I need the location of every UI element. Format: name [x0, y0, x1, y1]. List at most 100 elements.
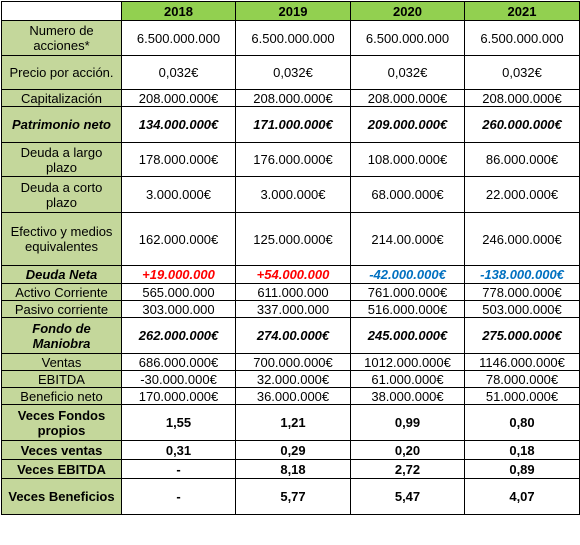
- row-label: Deuda a largo plazo: [1, 142, 122, 177]
- value-cell: 61.000.000€: [350, 370, 465, 388]
- value-cell: 6.500.000.000: [235, 20, 351, 56]
- row-capitalizacion: Capitalización 208.000.000€ 208.000.000€…: [1, 89, 580, 107]
- row-label: Efectivo y medios equivalentes: [1, 212, 122, 266]
- row-veces-ventas: Veces ventas 0,31 0,29 0,20 0,18: [1, 440, 580, 460]
- value-cell: 178.000.000€: [121, 142, 236, 177]
- value-cell: 260.000.000€: [464, 106, 580, 143]
- value-cell: 245.000.000€: [350, 317, 465, 354]
- row-label: Numero de acciones*: [1, 20, 122, 56]
- row-label: Veces EBITDA: [1, 459, 122, 479]
- value-cell: 0,31: [121, 440, 236, 460]
- row-deuda-corto-plazo: Deuda a corto plazo 3.000.000€ 3.000.000…: [1, 176, 580, 213]
- value-cell: -138.000.000€: [464, 265, 580, 284]
- row-label: Veces Fondos propios: [1, 404, 122, 441]
- year-header-2021: 2021: [464, 1, 580, 21]
- value-cell: 0,80: [464, 404, 580, 441]
- value-cell: 611.000.000: [235, 283, 351, 301]
- value-cell: 0,99: [350, 404, 465, 441]
- row-label: Precio por acción.: [1, 55, 122, 90]
- value-cell: 3.000.000€: [235, 176, 351, 213]
- value-cell: 170.000.000€: [121, 387, 236, 405]
- row-activo-corriente: Activo Corriente 565.000.000 611.000.000…: [1, 283, 580, 301]
- value-cell: 108.000.000€: [350, 142, 465, 177]
- value-cell: 778.000.000€: [464, 283, 580, 301]
- year-header-2018: 2018: [121, 1, 236, 21]
- row-label: Fondo de Maniobra: [1, 317, 122, 354]
- corner-cell: [1, 1, 122, 21]
- value-cell: 246.000.000€: [464, 212, 580, 266]
- row-label: Veces Beneficios: [1, 478, 122, 515]
- value-cell: 275.000.000€: [464, 317, 580, 354]
- row-veces-beneficios: Veces Beneficios - 5,77 5,47 4,07: [1, 478, 580, 515]
- value-cell: 686.000.000€: [121, 353, 236, 371]
- header-row: 2018 2019 2020 2021: [1, 1, 580, 21]
- value-cell: 0,032€: [350, 55, 465, 90]
- value-cell: 38.000.000€: [350, 387, 465, 405]
- value-cell: 214.00.000€: [350, 212, 465, 266]
- value-cell: 565.000.000: [121, 283, 236, 301]
- value-cell: 78.000.000€: [464, 370, 580, 388]
- value-cell: 0,89: [464, 459, 580, 479]
- value-cell: -30.000.000€: [121, 370, 236, 388]
- value-cell: 22.000.000€: [464, 176, 580, 213]
- value-cell: 1,55: [121, 404, 236, 441]
- value-cell: 0,20: [350, 440, 465, 460]
- row-veces-fondos-propios: Veces Fondos propios 1,55 1,21 0,99 0,80: [1, 404, 580, 441]
- value-cell: 337.000.000: [235, 300, 351, 318]
- value-cell: 208.000.000€: [464, 89, 580, 107]
- row-fondo-maniobra: Fondo de Maniobra 262.000.000€ 274.00.00…: [1, 317, 580, 354]
- value-cell: 1,21: [235, 404, 351, 441]
- row-label: Patrimonio neto: [1, 106, 122, 143]
- value-cell: 32.000.000€: [235, 370, 351, 388]
- value-cell: 51.000.000€: [464, 387, 580, 405]
- value-cell: -: [121, 459, 236, 479]
- value-cell: 262.000.000€: [121, 317, 236, 354]
- year-header-2020: 2020: [350, 1, 465, 21]
- value-cell: 208.000.000€: [235, 89, 351, 107]
- value-cell: 6.500.000.000: [464, 20, 580, 56]
- value-cell: 700.000.000€: [235, 353, 351, 371]
- row-label: EBITDA: [1, 370, 122, 388]
- row-precio-accion: Precio por acción. 0,032€ 0,032€ 0,032€ …: [1, 55, 580, 90]
- value-cell: 0,032€: [235, 55, 351, 90]
- value-cell: 1146.000.000€: [464, 353, 580, 371]
- value-cell: 176.000.000€: [235, 142, 351, 177]
- row-patrimonio-neto: Patrimonio neto 134.000.000€ 171.000.000…: [1, 106, 580, 143]
- value-cell: 303.000.000: [121, 300, 236, 318]
- value-cell: 0,032€: [121, 55, 236, 90]
- value-cell: 208.000.000€: [121, 89, 236, 107]
- row-numero-acciones: Numero de acciones* 6.500.000.000 6.500.…: [1, 20, 580, 56]
- financial-table: 2018 2019 2020 2021 Numero de acciones* …: [1, 1, 580, 515]
- value-cell: 162.000.000€: [121, 212, 236, 266]
- value-cell: 2,72: [350, 459, 465, 479]
- value-cell: 5,47: [350, 478, 465, 515]
- value-cell: -42.000.000€: [350, 265, 465, 284]
- row-label: Pasivo corriente: [1, 300, 122, 318]
- value-cell: +54.000.000: [235, 265, 351, 284]
- row-label: Deuda Neta: [1, 265, 122, 284]
- row-ventas: Ventas 686.000.000€ 700.000.000€ 1012.00…: [1, 353, 580, 371]
- value-cell: 8,18: [235, 459, 351, 479]
- row-ebitda: EBITDA -30.000.000€ 32.000.000€ 61.000.0…: [1, 370, 580, 388]
- value-cell: 208.000.000€: [350, 89, 465, 107]
- value-cell: -: [121, 478, 236, 515]
- row-label: Activo Corriente: [1, 283, 122, 301]
- row-label: Ventas: [1, 353, 122, 371]
- row-label: Deuda a corto plazo: [1, 176, 122, 213]
- row-efectivo: Efectivo y medios equivalentes 162.000.0…: [1, 212, 580, 266]
- value-cell: 0,29: [235, 440, 351, 460]
- value-cell: 5,77: [235, 478, 351, 515]
- row-beneficio-neto: Beneficio neto 170.000.000€ 36.000.000€ …: [1, 387, 580, 405]
- row-pasivo-corriente: Pasivo corriente 303.000.000 337.000.000…: [1, 300, 580, 318]
- value-cell: 36.000.000€: [235, 387, 351, 405]
- value-cell: 86.000.000€: [464, 142, 580, 177]
- value-cell: 1012.000.000€: [350, 353, 465, 371]
- value-cell: 4,07: [464, 478, 580, 515]
- row-deuda-neta: Deuda Neta +19.000.000 +54.000.000 -42.0…: [1, 265, 580, 284]
- value-cell: 6.500.000.000: [350, 20, 465, 56]
- row-label: Veces ventas: [1, 440, 122, 460]
- value-cell: 0,18: [464, 440, 580, 460]
- value-cell: 503.000.000€: [464, 300, 580, 318]
- value-cell: 68.000.000€: [350, 176, 465, 213]
- value-cell: +19.000.000: [121, 265, 236, 284]
